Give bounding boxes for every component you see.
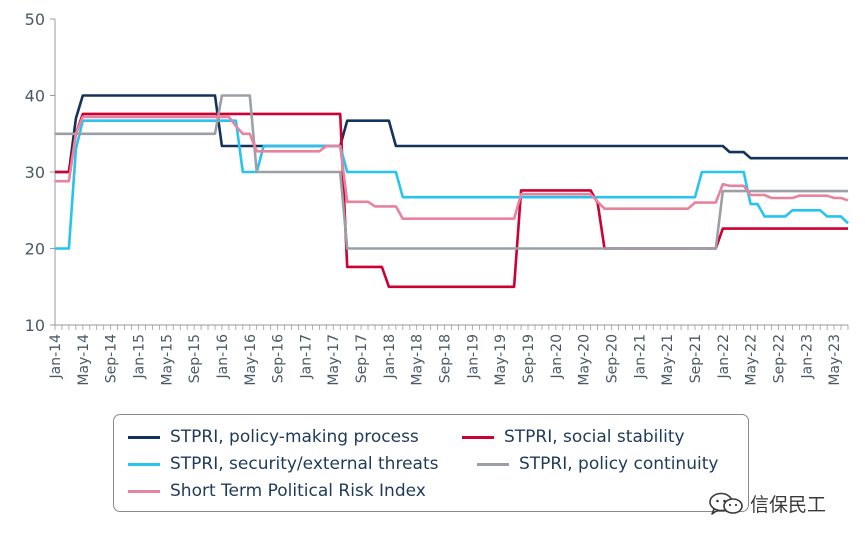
series-line-stpri-security-external-threats <box>55 119 849 250</box>
legend-label: STPRI, policy continuity <box>519 454 719 474</box>
x-tick-label: Jan-20 <box>549 334 565 379</box>
x-tick-label: Sep-19 <box>521 334 537 383</box>
y-tick-label: 20 <box>25 240 45 259</box>
x-tick-label: Sep-15 <box>187 334 203 383</box>
x-tick-label: May-19 <box>493 334 509 386</box>
legend-swatch <box>462 435 494 439</box>
x-tick-label: Jan-14 <box>48 334 64 380</box>
x-tick-label: Sep-14 <box>104 334 120 383</box>
legend-item-social-stability[interactable]: STPRI, social stability <box>462 425 685 449</box>
y-tick-label: 10 <box>25 316 45 335</box>
x-tick-label: May-18 <box>410 334 426 386</box>
x-tick-label: Jan-23 <box>799 334 815 379</box>
series-line-stpri-social-stability <box>55 112 848 289</box>
legend-swatch <box>128 435 160 439</box>
x-tick-label: Sep-17 <box>354 334 370 383</box>
legend-swatch <box>128 489 160 493</box>
series-lines <box>55 94 849 289</box>
x-tick-label: May-23 <box>827 334 843 386</box>
x-tick-label: Jan-22 <box>716 334 732 379</box>
x-tick-label: Sep-21 <box>688 334 704 383</box>
x-tick-label: Jan-16 <box>215 334 231 380</box>
legend-item-policy-making[interactable]: STPRI, policy-making process <box>128 425 419 449</box>
legend-item-stpri-index[interactable]: Short Term Political Risk Index <box>128 479 426 503</box>
watermark: 信保民工 <box>708 490 826 517</box>
x-tick-label: Jan-15 <box>131 334 147 379</box>
y-tick-label: 50 <box>25 10 45 29</box>
x-tick-label: May-15 <box>159 334 175 386</box>
watermark-text: 信保民工 <box>750 494 827 516</box>
x-tick-label: Sep-16 <box>271 334 287 383</box>
y-tick-label: 40 <box>25 87 45 106</box>
wechat-icon <box>709 492 743 515</box>
legend-label: Short Term Political Risk Index <box>170 481 426 501</box>
x-tick-label: Jan-21 <box>632 334 648 379</box>
legend-label: STPRI, policy-making process <box>170 427 419 447</box>
series-line-stpri-policy-continuity <box>55 94 848 250</box>
legend-label: STPRI, social stability <box>504 427 685 447</box>
x-tick-label: Sep-20 <box>604 334 620 383</box>
x-tick-label: May-21 <box>660 334 676 386</box>
x-tick-label: May-17 <box>326 334 342 386</box>
x-tick-label: Sep-22 <box>771 334 787 383</box>
y-axis: 10 20 30 40 50 <box>25 10 55 335</box>
legend-item-policy-continuity[interactable]: STPRI, policy continuity <box>477 452 718 476</box>
x-tick-label: Jan-18 <box>382 334 398 379</box>
x-tick-label: Sep-18 <box>438 334 454 383</box>
x-tick-label: Jan-19 <box>465 334 481 379</box>
x-tick-label: Jan-17 <box>298 334 314 379</box>
legend-label: STPRI, security/external threats <box>170 454 439 474</box>
x-axis: Jan-14 May-14 Sep-14 Jan-15 May-15 Sep-15 Jan-… <box>48 325 849 386</box>
y-tick-label: 30 <box>25 163 45 182</box>
legend-swatch <box>477 462 509 466</box>
series-line-stpri-policy-making-process <box>55 94 848 174</box>
legend-swatch <box>128 462 160 466</box>
x-tick-label: May-20 <box>577 334 593 386</box>
legend: STPRI, policy-making process STPRI, soci… <box>113 414 749 512</box>
x-tick-label: May-14 <box>76 334 92 386</box>
x-tick-label: May-22 <box>744 334 760 386</box>
x-tick-label: May-16 <box>243 334 259 386</box>
series-line-short-term-political-risk-index <box>55 115 849 220</box>
legend-item-security[interactable]: STPRI, security/external threats <box>128 452 438 476</box>
